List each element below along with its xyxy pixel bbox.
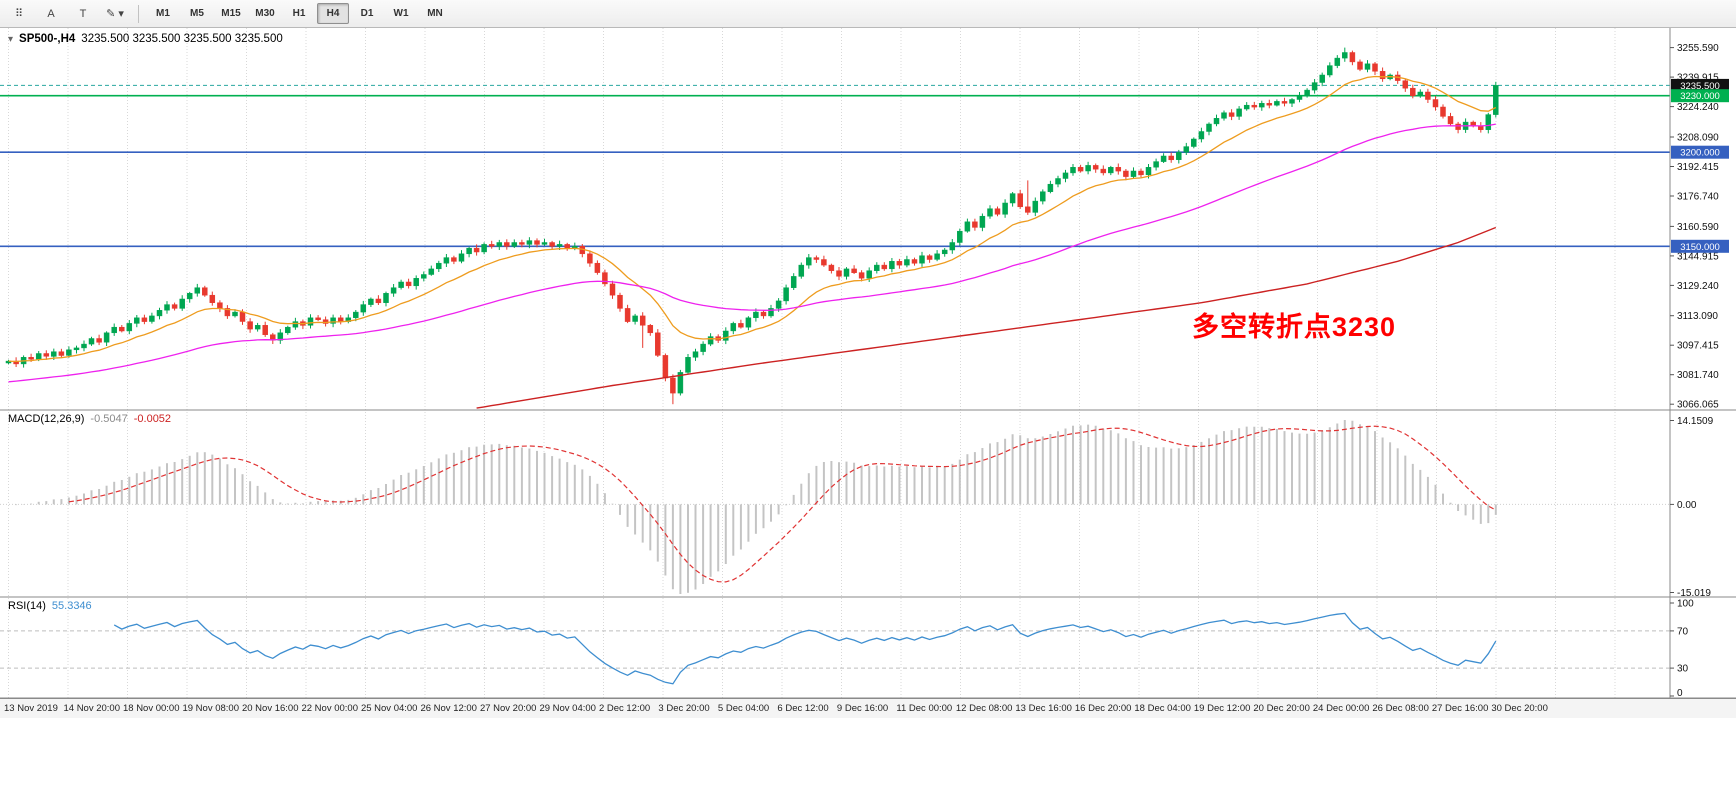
svg-text:3176.740: 3176.740 — [1677, 192, 1719, 203]
rsi-header: RSI(14) 55.3346 — [8, 600, 92, 612]
collapse-arrow-icon[interactable]: ▾ — [8, 33, 14, 45]
svg-text:3129.240: 3129.240 — [1677, 281, 1719, 292]
x-axis-label: 20 Nov 16:00 — [241, 703, 299, 714]
svg-text:3081.740: 3081.740 — [1677, 370, 1719, 381]
chart-annotation-text[interactable]: 多空转折点3230 — [1192, 312, 1397, 342]
svg-text:3235.500: 3235.500 — [1680, 81, 1720, 92]
price-axis[interactable]: 3255.590 3239.915 3224.240 3208.090 3192.415… — [1670, 43, 1729, 698]
candlesticks — [5, 47, 1499, 405]
timeframe-button-M1[interactable]: M1 — [156, 8, 170, 19]
macd-value-main: -0.5047 — [90, 413, 128, 425]
x-axis-label: 19 Nov 08:00 — [182, 703, 239, 714]
svg-text:100: 100 — [1677, 599, 1694, 610]
svg-text:14.1509: 14.1509 — [1677, 416, 1714, 427]
timeframe-button-M5[interactable]: M5 — [190, 8, 204, 19]
chart-title-row: ▾ SP500-,H4 3235.500 3235.500 3235.500 3… — [8, 33, 283, 45]
timeframe-button-D1[interactable]: D1 — [360, 8, 374, 19]
x-axis-label: 12 Dec 08:00 — [955, 703, 1013, 714]
x-axis-label: 20 Dec 20:00 — [1253, 703, 1310, 714]
timeframe-button-W1[interactable]: W1 — [393, 8, 409, 19]
x-axis-label: 16 Dec 20:00 — [1074, 703, 1132, 714]
svg-text:3224.240: 3224.240 — [1677, 102, 1719, 113]
svg-text:30: 30 — [1677, 664, 1689, 675]
x-axis-label: 19 Dec 12:00 — [1193, 703, 1251, 714]
panel-borders — [0, 28, 1736, 698]
grid-handle-icon[interactable]: ⠿ — [14, 8, 24, 20]
x-axis-label: 13 Nov 2019 — [4, 703, 58, 714]
timeframe-button-M15[interactable]: M15 — [221, 8, 241, 19]
symbol-timeframe-label: SP500-,H4 — [19, 33, 76, 45]
x-axis-label: 3 Dec 20:00 — [658, 703, 710, 714]
timeframe-button-H1[interactable]: H1 — [292, 8, 306, 19]
x-axis-label: 13 Dec 16:00 — [1015, 703, 1072, 714]
x-axis-label: 30 Dec 20:00 — [1491, 703, 1548, 714]
svg-text:70: 70 — [1677, 626, 1689, 637]
timeframe-buttons-group: M1 M5 M15 M30 H1 H4 D1 W1 MN — [147, 3, 451, 24]
svg-text:3192.415: 3192.415 — [1677, 162, 1719, 173]
x-axis-label: 29 Nov 04:00 — [539, 703, 596, 714]
timeframe-button-H4[interactable]: H4 — [317, 3, 349, 24]
x-axis-label: 27 Dec 16:00 — [1431, 703, 1489, 714]
moving-averages — [8, 75, 1497, 409]
macd-value-signal: -0.0052 — [133, 413, 172, 425]
cursor-tool[interactable]: A — [47, 7, 55, 20]
svg-text:-15.019: -15.019 — [1677, 588, 1711, 599]
rsi-panel — [0, 612, 1670, 685]
svg-text:3144.915: 3144.915 — [1677, 251, 1719, 262]
draw-tool[interactable]: ✎ ▾ — [106, 8, 124, 20]
x-axis-label: 26 Nov 12:00 — [420, 703, 477, 714]
tool-icons-group: ⠿ A T ✎ ▾ — [4, 3, 130, 25]
horizontal-levels[interactable] — [0, 84, 1670, 248]
x-axis-label: 18 Nov 00:00 — [122, 703, 180, 714]
x-axis-label: 9 Dec 16:00 — [836, 703, 889, 714]
x-axis-label: 11 Dec 00:00 — [896, 703, 953, 714]
macd-panel — [0, 420, 1670, 594]
svg-text:3208.090: 3208.090 — [1677, 133, 1719, 144]
ohlc-quote-line: 3235.500 3235.500 3235.500 3235.500 — [81, 33, 283, 45]
svg-text:3255.590: 3255.590 — [1677, 43, 1719, 54]
svg-text:3066.065: 3066.065 — [1677, 400, 1719, 411]
x-axis-label: 22 Nov 00:00 — [301, 703, 358, 714]
grid-lines — [8, 28, 1616, 698]
x-axis-label: 2 Dec 12:00 — [598, 703, 651, 714]
rsi-value: 55.3346 — [51, 600, 92, 612]
time-axis[interactable]: 13 Nov 2019 14 Nov 20:00 18 Nov 00:00 19 No… — [0, 698, 1736, 718]
x-axis-label: 5 Dec 04:00 — [717, 703, 770, 714]
x-axis-label: 25 Nov 04:00 — [360, 703, 418, 714]
svg-text:3230.000: 3230.000 — [1680, 91, 1720, 102]
toolbar-separator — [138, 4, 139, 23]
svg-text:3200.000: 3200.000 — [1680, 148, 1720, 159]
chart-canvas[interactable]: 3255.590 3239.915 3224.240 3208.090 3192.415… — [0, 28, 1736, 698]
svg-text:3150.000: 3150.000 — [1680, 242, 1720, 253]
rsi-label: RSI(14) — [8, 600, 46, 612]
x-axis-label: 27 Nov 20:00 — [479, 703, 537, 714]
macd-header: MACD(12,26,9) -0.5047 -0.0052 — [8, 413, 171, 425]
x-axis-label: 24 Dec 00:00 — [1312, 703, 1370, 714]
svg-text:0: 0 — [1677, 688, 1683, 698]
top-toolbar: ⠿ A T ✎ ▾ M1 M5 M15 M30 H1 H4 D1 W1 MN — [0, 0, 1736, 28]
svg-text:0.00: 0.00 — [1677, 500, 1697, 511]
svg-text:3160.590: 3160.590 — [1677, 222, 1719, 233]
macd-label: MACD(12,26,9) — [8, 413, 85, 425]
x-axis-label: 18 Dec 04:00 — [1134, 703, 1191, 714]
timeframe-button-M30[interactable]: M30 — [255, 8, 275, 19]
text-tool[interactable]: T — [79, 7, 87, 20]
svg-text:3113.090: 3113.090 — [1677, 311, 1718, 322]
x-axis-label: 6 Dec 12:00 — [777, 703, 829, 714]
svg-text:3097.415: 3097.415 — [1677, 341, 1719, 352]
timeframe-button-MN[interactable]: MN — [427, 8, 443, 19]
svg-text:3239.915: 3239.915 — [1677, 73, 1719, 84]
x-axis-label: 14 Nov 20:00 — [63, 703, 120, 714]
x-axis-label: 26 Dec 08:00 — [1372, 703, 1429, 714]
